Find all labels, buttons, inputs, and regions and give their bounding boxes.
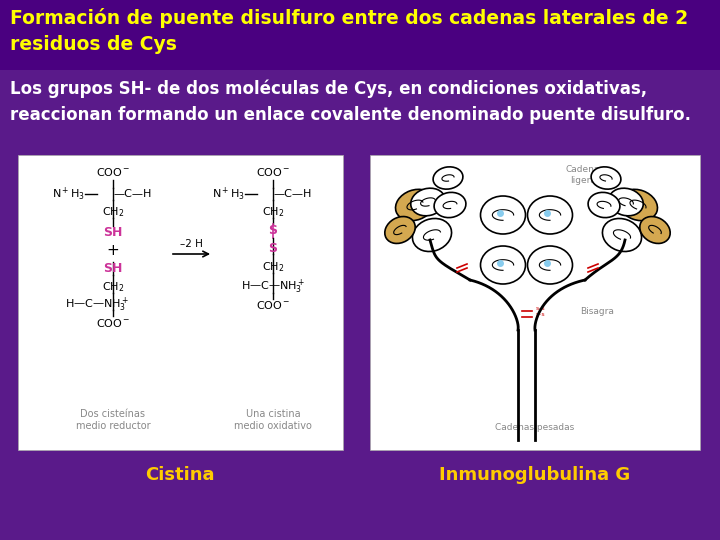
Bar	[18, 155, 343, 450]
Text: COO$^-$: COO$^-$	[256, 166, 290, 178]
Ellipse shape	[528, 246, 572, 284]
Ellipse shape	[591, 167, 621, 189]
Text: CH$_2$: CH$_2$	[102, 280, 124, 294]
Text: Formación de puente disulfuro entre dos cadenas laterales de 2
residuos de Cys: Formación de puente disulfuro entre dos …	[10, 8, 688, 55]
Ellipse shape	[618, 190, 657, 221]
Ellipse shape	[384, 217, 415, 244]
Bar	[370, 155, 700, 450]
Text: Cadenas
ligeras: Cadenas ligeras	[565, 165, 605, 185]
Ellipse shape	[434, 192, 466, 218]
Ellipse shape	[410, 188, 445, 216]
Text: COO$^-$: COO$^-$	[96, 317, 130, 329]
Ellipse shape	[480, 196, 526, 234]
Text: S: S	[269, 224, 277, 237]
Text: CH$_2$: CH$_2$	[262, 260, 284, 274]
Text: COO$^-$: COO$^-$	[256, 299, 290, 311]
Text: +: +	[107, 242, 120, 258]
Ellipse shape	[588, 192, 620, 218]
Ellipse shape	[395, 190, 434, 221]
Text: s–s: s–s	[536, 313, 546, 318]
Text: N$^+$H$_3$: N$^+$H$_3$	[212, 185, 245, 202]
Text: s–s: s–s	[536, 307, 546, 312]
Text: —C—H: —C—H	[113, 189, 151, 199]
Text: Una cistina
medio oxidativo: Una cistina medio oxidativo	[234, 409, 312, 431]
Ellipse shape	[433, 167, 463, 189]
Text: CH$_2$: CH$_2$	[262, 205, 284, 219]
Text: Dos cisteínas
medio reductor: Dos cisteínas medio reductor	[76, 409, 150, 431]
Text: H—C—NH$_3^+$: H—C—NH$_3^+$	[241, 278, 305, 296]
Text: COO$^-$: COO$^-$	[96, 166, 130, 178]
Text: SH: SH	[103, 262, 122, 275]
Text: Inmunoglubulina G: Inmunoglubulina G	[439, 466, 631, 484]
Ellipse shape	[528, 196, 572, 234]
Text: Cistina: Cistina	[145, 466, 215, 484]
Ellipse shape	[603, 219, 642, 252]
Text: Bisagra: Bisagra	[580, 307, 614, 316]
Text: N$^+$H$_3$: N$^+$H$_3$	[52, 185, 85, 202]
Ellipse shape	[640, 217, 670, 244]
Text: SH: SH	[103, 226, 122, 239]
Text: Cadenas pesadas: Cadenas pesadas	[495, 423, 575, 433]
Ellipse shape	[480, 246, 526, 284]
Text: —C—H: —C—H	[273, 189, 311, 199]
Text: Los grupos SH- de dos moléculas de Cys, en condiciones oxidativas,
reaccionan fo: Los grupos SH- de dos moléculas de Cys, …	[10, 80, 691, 124]
Text: S: S	[269, 241, 277, 254]
Text: –2 H: –2 H	[179, 239, 202, 249]
Text: CH$_2$: CH$_2$	[102, 205, 124, 219]
Text: H—C—NH$_3^+$: H—C—NH$_3^+$	[65, 296, 129, 314]
Ellipse shape	[608, 188, 643, 216]
Ellipse shape	[413, 219, 451, 252]
Bar	[0, 0, 720, 70]
